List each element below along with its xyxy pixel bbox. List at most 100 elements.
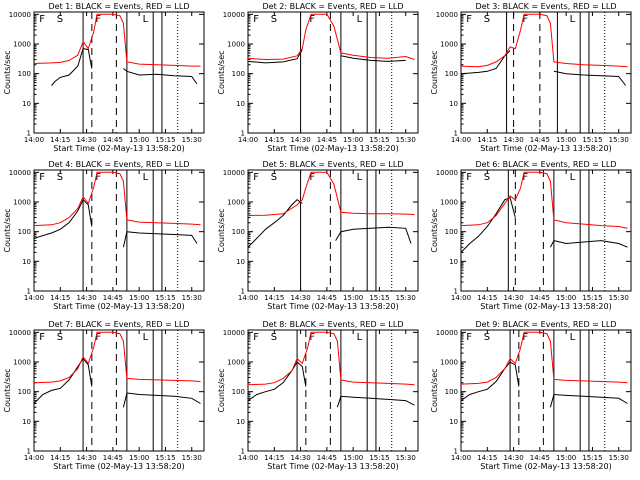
y-tick-label: 1 — [27, 288, 31, 296]
y-axis-label: Counts/sec — [3, 368, 12, 412]
y-tick-label: 100 — [445, 70, 458, 78]
region-label: L — [570, 332, 576, 343]
y-tick-label: 100 — [18, 388, 31, 396]
x-axis-label: Start Time (02-May-13 13:58:20) — [53, 302, 184, 311]
plot-frame — [460, 11, 632, 134]
x-axis-label: Start Time (02-May-13 13:58:20) — [53, 144, 184, 153]
x-tick-label: 14:15 — [50, 136, 70, 144]
region-label: F — [253, 172, 259, 183]
y-tick-label: 10000 — [9, 169, 31, 177]
region-label: S — [57, 172, 63, 183]
x-tick-label: 15:15 — [582, 294, 602, 302]
y-tick-label: 1000 — [227, 359, 245, 367]
y-tick-label: 10 — [22, 418, 31, 426]
x-tick-label: 14:30 — [76, 294, 96, 302]
y-tick-label: 10 — [236, 418, 245, 426]
y-tick-label: 1000 — [440, 41, 458, 49]
x-axis-label: Start Time (02-May-13 13:58:20) — [267, 462, 398, 471]
x-tick-label: 14:15 — [264, 294, 284, 302]
x-tick-label: 14:45 — [530, 136, 550, 144]
y-tick-label: 10 — [449, 100, 458, 108]
y-axis-label: Counts/sec — [3, 208, 12, 252]
detector-panel: Det 5: BLACK = Events, RED = LLD 14:00 14:… — [217, 160, 419, 311]
x-tick-label: 14:15 — [477, 136, 497, 144]
region-label: F — [95, 14, 101, 25]
region-label: L — [357, 172, 363, 183]
x-tick-label: 15:00 — [129, 454, 149, 462]
detector-panel: Det 9: BLACK = Events, RED = LLD 14:00 14:… — [430, 320, 632, 471]
x-tick-label: 15:00 — [556, 294, 576, 302]
x-tick-label: 14:30 — [503, 454, 523, 462]
x-tick-label: 15:30 — [396, 454, 416, 462]
plot-frame — [33, 329, 205, 452]
region-label: S — [484, 172, 490, 183]
x-tick-label: 14:00 — [238, 454, 258, 462]
y-tick-label: 1000 — [440, 359, 458, 367]
y-tick-label: 1000 — [227, 199, 245, 207]
x-tick-label: 14:30 — [76, 454, 96, 462]
region-label: F — [39, 332, 45, 343]
y-axis-label: Counts/sec — [430, 208, 439, 252]
x-tick-label: 14:00 — [24, 136, 44, 144]
region-label: F — [39, 172, 45, 183]
x-tick-label: 15:15 — [155, 136, 175, 144]
y-tick-label: 100 — [445, 228, 458, 236]
region-label: F — [522, 332, 528, 343]
y-tick-label: 10000 — [9, 11, 31, 19]
x-tick-label: 14:45 — [530, 294, 550, 302]
y-tick-label: 1000 — [13, 41, 31, 49]
x-tick-label: 14:45 — [317, 294, 337, 302]
events-series-line — [51, 48, 93, 86]
region-label: S — [484, 332, 490, 343]
region-label: F — [309, 14, 315, 25]
x-tick-label: 15:30 — [182, 136, 202, 144]
y-tick-label: 10 — [22, 100, 31, 108]
events-series-line — [549, 240, 628, 248]
y-tick-label: 1 — [454, 448, 458, 456]
detector-panel: Det 2: BLACK = Events, RED = LLD 14:00 14:… — [217, 2, 419, 153]
y-tick-label: 1 — [241, 448, 245, 456]
y-tick-label: 10000 — [436, 169, 458, 177]
x-tick-label: 14:45 — [103, 454, 123, 462]
lld-series-line — [460, 171, 628, 229]
events-series-line — [336, 395, 415, 408]
x-tick-label: 15:15 — [369, 454, 389, 462]
plot-frame — [247, 11, 419, 134]
x-tick-label: 15:00 — [129, 136, 149, 144]
lld-series-line — [460, 331, 628, 385]
x-tick-label: 14:45 — [103, 136, 123, 144]
y-axis-label: Counts/sec — [430, 50, 439, 94]
events-series-line — [123, 68, 198, 85]
x-tick-label: 14:30 — [290, 454, 310, 462]
events-series-line — [122, 231, 198, 248]
plot-frame — [247, 169, 419, 292]
region-label: L — [357, 14, 363, 25]
detector-panel: Det 4: BLACK = Events, RED = LLD 14:00 14:… — [3, 160, 205, 311]
x-tick-label: 14:15 — [477, 454, 497, 462]
y-tick-label: 10 — [236, 258, 245, 266]
x-tick-label: 15:30 — [609, 454, 629, 462]
region-label: L — [357, 332, 363, 343]
events-series-line — [33, 357, 93, 404]
y-tick-label: 1000 — [13, 359, 31, 367]
x-tick-label: 15:15 — [155, 454, 175, 462]
region-label: L — [570, 14, 576, 25]
x-tick-label: 14:00 — [238, 294, 258, 302]
x-tick-label: 14:30 — [290, 136, 310, 144]
y-tick-label: 1000 — [13, 199, 31, 207]
panel-title: Det 1: BLACK = Events, RED = LLD — [49, 2, 190, 11]
y-axis-label: Counts/sec — [217, 368, 226, 412]
plot-frame — [33, 11, 205, 134]
panel-title: Det 5: BLACK = Events, RED = LLD — [263, 160, 404, 169]
x-tick-label: 15:00 — [129, 294, 149, 302]
y-tick-label: 10 — [236, 100, 245, 108]
y-tick-label: 10000 — [223, 329, 245, 337]
x-axis-label: Start Time (02-May-13 13:58:20) — [480, 144, 611, 153]
x-tick-label: 15:15 — [369, 136, 389, 144]
y-tick-label: 10 — [22, 258, 31, 266]
events-series-line — [247, 361, 307, 402]
x-tick-label: 15:30 — [396, 136, 416, 144]
region-label: S — [271, 332, 277, 343]
y-tick-label: 10 — [449, 418, 458, 426]
